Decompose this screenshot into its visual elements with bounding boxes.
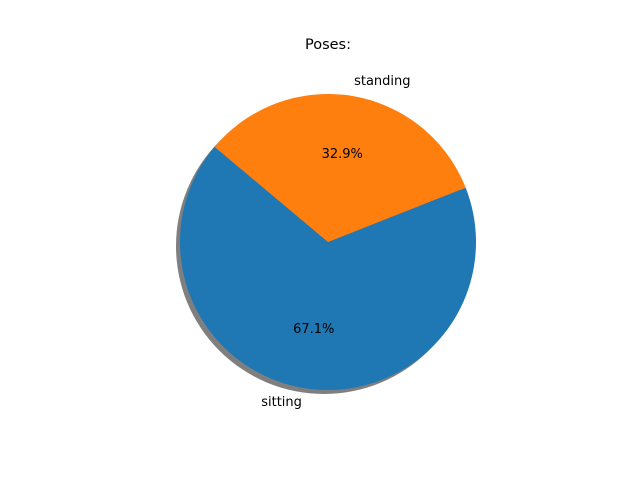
slice-label-sitting: sitting [261, 395, 302, 410]
pie-slice-standing [214, 94, 466, 242]
pie-labels: sitting 67.1% standing 32.9% [261, 74, 410, 410]
chart-title: Poses: [305, 37, 351, 53]
slice-percent-standing: 32.9% [322, 147, 363, 162]
slice-percent-sitting: 67.1% [293, 322, 334, 337]
pie-slice-sitting [180, 146, 477, 391]
pie-slices [180, 94, 477, 391]
slice-label-standing: standing [354, 74, 410, 89]
